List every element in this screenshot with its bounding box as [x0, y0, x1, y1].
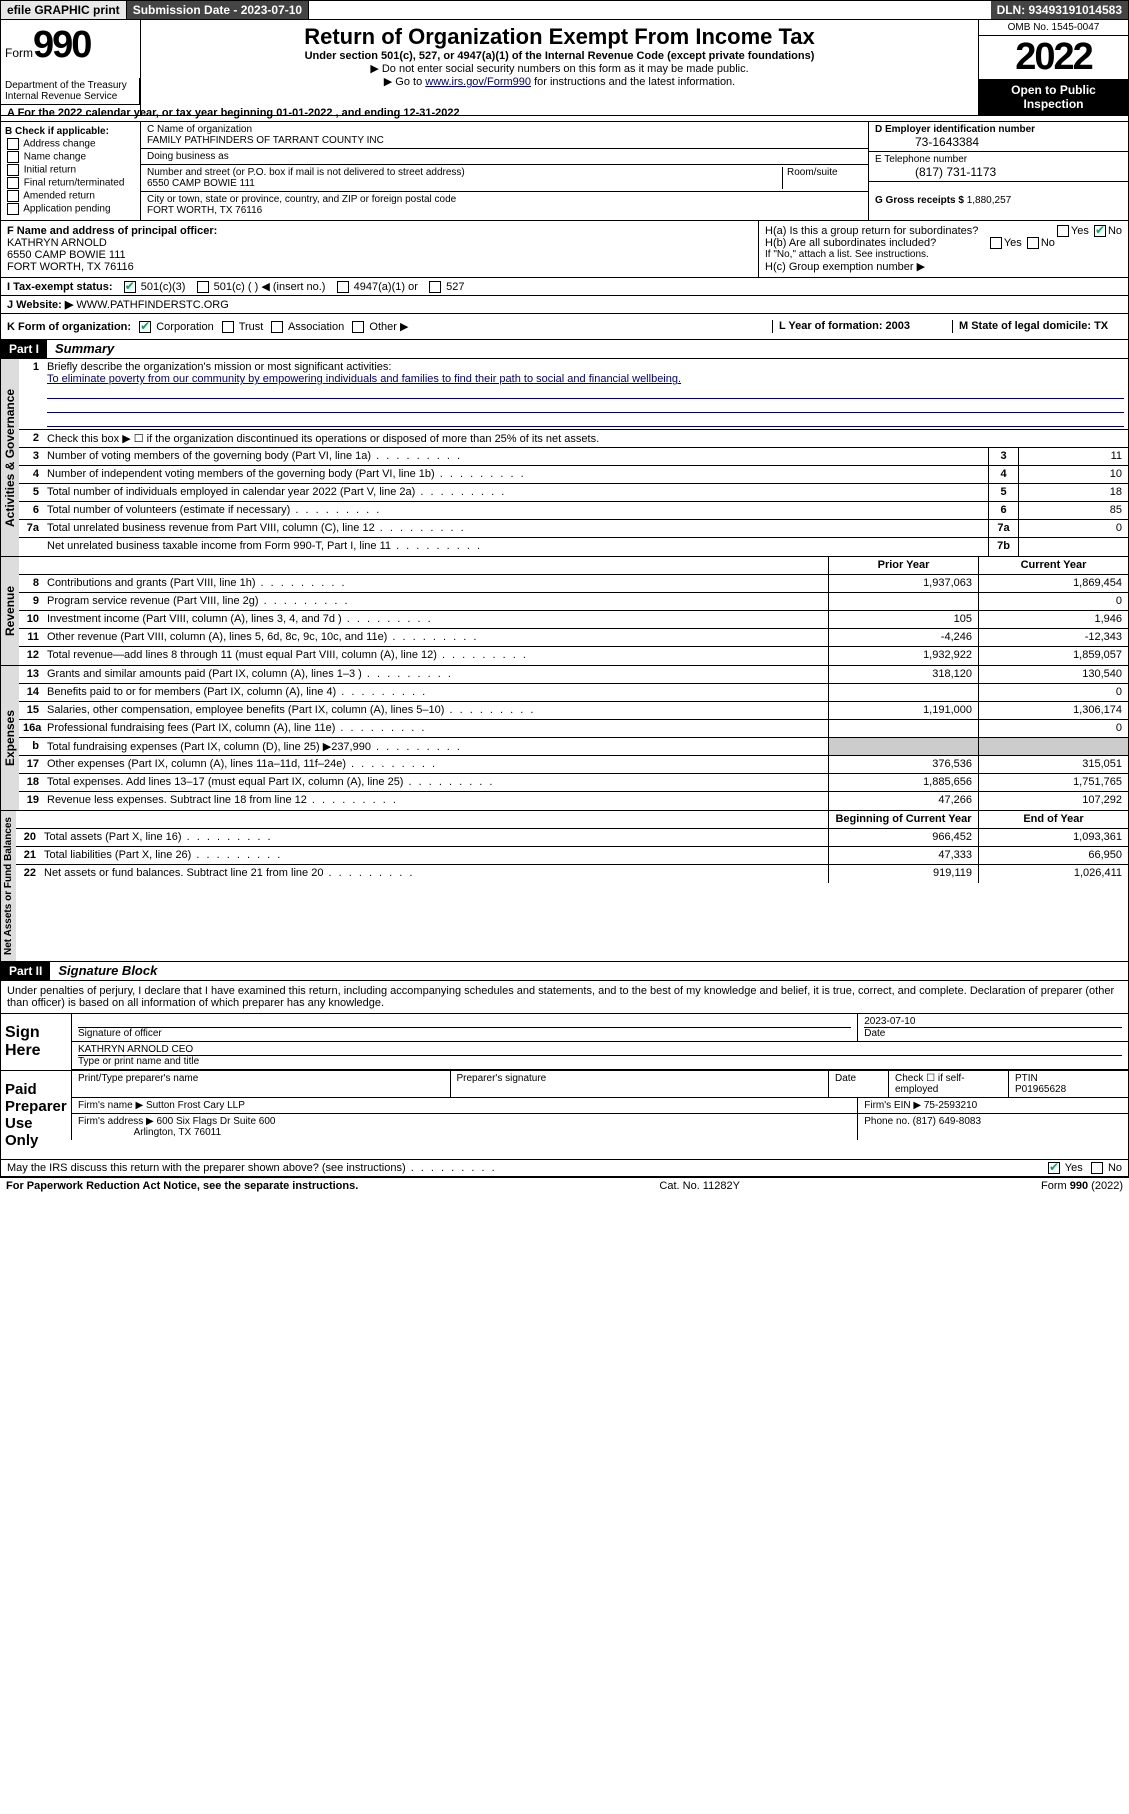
submission-date: Submission Date - 2023-07-10	[127, 1, 309, 19]
cb-amended[interactable]: Amended return	[5, 190, 136, 202]
note-ssn: ▶ Do not enter social security numbers o…	[145, 62, 974, 75]
sign-here-block: Sign Here Signature of officer 2023-07-1…	[0, 1014, 1129, 1071]
cb-name-change[interactable]: Name change	[5, 151, 136, 163]
line-10: 10Investment income (Part VIII, column (…	[19, 611, 1128, 629]
row-j-website: J Website: ▶ WWW.PATHFINDERSTC.ORG	[0, 296, 1129, 314]
line-4: 4Number of independent voting members of…	[19, 466, 1128, 484]
city-state-zip: City or town, state or province, country…	[141, 192, 868, 218]
row-i-tax-status: I Tax-exempt status: 501(c)(3) 501(c) ( …	[0, 278, 1129, 296]
open-inspection: Open to Public Inspection	[979, 79, 1128, 115]
line-15: 15Salaries, other compensation, employee…	[19, 702, 1128, 720]
cb-address-change[interactable]: Address change	[5, 138, 136, 150]
irs-link[interactable]: www.irs.gov/Form990	[425, 76, 531, 88]
cb-corp[interactable]	[139, 321, 151, 333]
line-12: 12Total revenue—add lines 8 through 11 (…	[19, 647, 1128, 665]
street-address: Number and street (or P.O. box if mail i…	[141, 165, 868, 192]
part-2-header: Part IISignature Block	[0, 962, 1129, 981]
line-21: 21Total liabilities (Part X, line 26)47,…	[16, 847, 1128, 865]
dln: DLN: 93493191014583	[991, 1, 1128, 19]
line-13: 13Grants and similar amounts paid (Part …	[19, 666, 1128, 684]
cb-501c[interactable]	[197, 281, 209, 293]
line-17: 17Other expenses (Part IX, column (A), l…	[19, 756, 1128, 774]
h-a: H(a) Is this a group return for subordin…	[765, 225, 1122, 237]
line-7a: 7aTotal unrelated business revenue from …	[19, 520, 1128, 538]
line-6: 6Total number of volunteers (estimate if…	[19, 502, 1128, 520]
telephone: E Telephone number(817) 731-1173	[869, 152, 1128, 182]
line-19: 19Revenue less expenses. Subtract line 1…	[19, 792, 1128, 810]
paid-preparer-block: Paid Preparer Use Only Print/Type prepar…	[0, 1071, 1129, 1160]
section-revenue: Revenue b Prior YearCurrent Year 8Contri…	[0, 557, 1129, 666]
row-f-h: F Name and address of principal officer:…	[0, 221, 1129, 278]
state-domicile: M State of legal domicile: TX	[952, 320, 1122, 333]
h-c: H(c) Group exemption number ▶	[765, 260, 1122, 273]
line-7b: Net unrelated business taxable income fr…	[19, 538, 1128, 556]
block-bcde: B Check if applicable: Address change Na…	[0, 122, 1129, 221]
row-klm: K Form of organization: Corporation Trus…	[0, 314, 1129, 340]
perjury-declaration: Under penalties of perjury, I declare th…	[0, 981, 1129, 1014]
line-16a: 16aProfessional fundraising fees (Part I…	[19, 720, 1128, 738]
part-1-header: Part ISummary	[0, 340, 1129, 359]
org-name: C Name of organization FAMILY PATHFINDER…	[141, 122, 868, 149]
section-governance: Activities & Governance 1 Briefly descri…	[0, 359, 1129, 557]
ein: D Employer identification number73-16433…	[869, 122, 1128, 152]
line-11: 11Other revenue (Part VIII, column (A), …	[19, 629, 1128, 647]
line-22: 22Net assets or fund balances. Subtract …	[16, 865, 1128, 883]
line-9: 9Program service revenue (Part VIII, lin…	[19, 593, 1128, 611]
efile-btn[interactable]: efile GRAPHIC print	[1, 1, 127, 19]
cb-final-return[interactable]: Final return/terminated	[5, 177, 136, 189]
form-title: Return of Organization Exempt From Incom…	[145, 24, 974, 50]
page-footer: For Paperwork Reduction Act Notice, see …	[0, 1177, 1129, 1194]
topbar: efile GRAPHIC print Submission Date - 20…	[0, 0, 1129, 20]
section-expenses: Expenses 13Grants and similar amounts pa…	[0, 666, 1129, 811]
cb-527[interactable]	[429, 281, 441, 293]
mission-text: To eliminate poverty from our community …	[47, 373, 681, 385]
cb-501c3[interactable]	[124, 281, 136, 293]
year-formation: L Year of formation: 2003	[772, 320, 952, 333]
line-3: 3Number of voting members of the governi…	[19, 448, 1128, 466]
cb-4947[interactable]	[337, 281, 349, 293]
cb-other[interactable]	[352, 321, 364, 333]
line-b: bTotal fundraising expenses (Part IX, co…	[19, 738, 1128, 756]
form-subtitle: Under section 501(c), 527, or 4947(a)(1)…	[145, 50, 974, 62]
cb-trust[interactable]	[222, 321, 234, 333]
cb-initial-return[interactable]: Initial return	[5, 164, 136, 176]
line-8: 8Contributions and grants (Part VIII, li…	[19, 575, 1128, 593]
may-irs-discuss: May the IRS discuss this return with the…	[0, 1160, 1129, 1177]
line-18: 18Total expenses. Add lines 13–17 (must …	[19, 774, 1128, 792]
line-20: 20Total assets (Part X, line 16)966,4521…	[16, 829, 1128, 847]
form-header: Form990 Return of Organization Exempt Fr…	[0, 20, 1129, 116]
cb-assoc[interactable]	[271, 321, 283, 333]
dept-treasury: Department of the Treasury Internal Reve…	[0, 78, 140, 105]
omb: OMB No. 1545-0047	[979, 20, 1128, 36]
line-14: 14Benefits paid to or for members (Part …	[19, 684, 1128, 702]
h-b: H(b) Are all subordinates included? Yes …	[765, 237, 1122, 249]
officer-name: KATHRYN ARNOLD	[7, 237, 107, 249]
cb-app-pending[interactable]: Application pending	[5, 203, 136, 215]
dba: Doing business as	[141, 149, 868, 165]
gross-receipts: G Gross receipts $ 1,880,257	[869, 182, 1128, 208]
section-net-assets: Net Assets or Fund Balances Beginning of…	[0, 811, 1129, 962]
line-5: 5Total number of individuals employed in…	[19, 484, 1128, 502]
col-b-checkboxes: B Check if applicable: Address change Na…	[1, 122, 141, 220]
tax-year: 2022	[979, 36, 1128, 79]
note-link: ▶ Go to www.irs.gov/Form990 for instruct…	[145, 75, 974, 88]
